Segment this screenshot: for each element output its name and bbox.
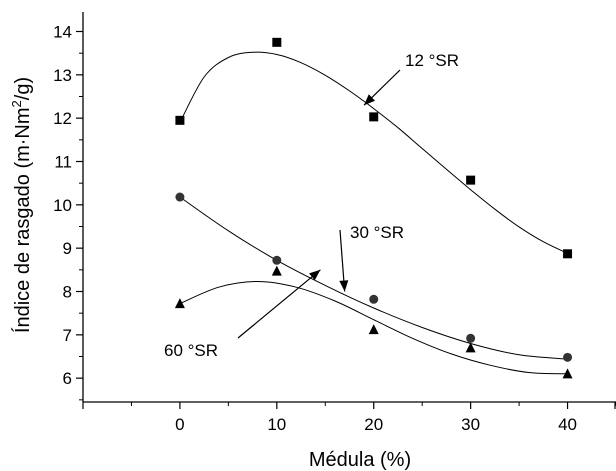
annotation-30sr-label: 30 °SR	[350, 223, 404, 242]
data-points	[174, 37, 573, 379]
x-tick-label: 30	[461, 415, 480, 434]
point-square	[369, 112, 379, 122]
point-triangle	[465, 342, 476, 353]
x-ticks: 0 10 20 30 40	[82, 402, 616, 434]
fit-curve-30sr	[179, 196, 568, 360]
x-tick-label: 40	[558, 415, 577, 434]
x-axis-title: Médula (%)	[309, 449, 411, 471]
y-tick-label: 9	[63, 239, 72, 258]
annotation-60sr-arrow-line	[237, 269, 321, 339]
annotation-60sr-label: 60 °SR	[164, 341, 218, 360]
annotation-12sr-label: 12 °SR	[405, 51, 459, 70]
point-triangle	[271, 265, 282, 276]
x-tick-label: 0	[175, 415, 184, 434]
x-tick-label: 20	[364, 415, 383, 434]
annotation-12sr-arrowhead	[364, 94, 375, 106]
point-circle	[272, 255, 282, 265]
y-axis-title: Índice de rasgado (m·Nm2/g)	[9, 77, 34, 333]
point-square	[563, 249, 573, 259]
y-tick-label: 12	[53, 109, 72, 128]
point-circle	[563, 352, 573, 362]
annotation-60sr-arrowhead	[309, 269, 321, 281]
point-square	[466, 175, 476, 185]
y-axis-title-main: Índice de rasgado (m·Nm	[11, 107, 34, 333]
x-tick-label: 10	[267, 415, 286, 434]
annotation-30sr-arrowhead	[339, 280, 349, 292]
point-circle	[466, 333, 476, 343]
fit-curve-60sr	[179, 280, 568, 375]
point-square	[175, 115, 185, 125]
point-square	[272, 37, 282, 47]
y-tick-label: 7	[63, 326, 72, 345]
fit-curves	[179, 51, 568, 375]
point-triangle	[174, 298, 185, 309]
point-circle	[175, 192, 185, 202]
y-tick-label: 11	[54, 153, 72, 172]
y-tick-label: 6	[63, 369, 72, 388]
point-triangle	[368, 324, 379, 335]
fit-curve-12sr	[179, 51, 568, 254]
point-triangle	[562, 368, 573, 379]
point-circle	[369, 294, 379, 304]
axes	[82, 12, 616, 403]
annotations: 12 °SR 30 °SR 60 °SR	[164, 51, 459, 360]
y-axis-title-superscript: 2	[9, 100, 24, 107]
y-tick-label: 13	[53, 66, 72, 85]
y-ticks: 6 7 8 9 10 11 12 13 14	[53, 23, 83, 401]
y-tick-label: 10	[53, 196, 72, 215]
y-tick-label: 14	[53, 23, 72, 42]
y-axis-title-tail: /g)	[12, 77, 34, 100]
y-tick-label: 8	[63, 283, 72, 302]
